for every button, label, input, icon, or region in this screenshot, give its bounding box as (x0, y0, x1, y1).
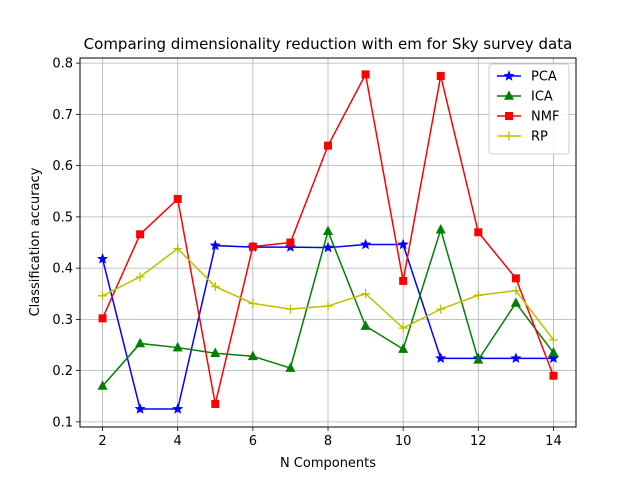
y-tick-label: 0.2 (52, 364, 73, 379)
data-point-ica (172, 341, 183, 352)
data-point-ica (210, 347, 221, 358)
data-point-pca (510, 352, 522, 364)
series-ica (97, 224, 559, 390)
data-point-rp (511, 286, 521, 296)
data-point-rp (361, 289, 371, 299)
data-point-rp (210, 282, 220, 292)
data-point-rp (285, 304, 295, 314)
y-tick-label: 0.5 (52, 210, 73, 225)
y-tick-label: 0.1 (52, 415, 73, 430)
data-point-nmf (98, 314, 107, 323)
y-tick-label: 0.7 (52, 108, 73, 123)
data-point-ica (548, 347, 559, 357)
data-point-ica (435, 224, 446, 234)
data-point-ica (510, 297, 521, 307)
data-point-nmf (436, 71, 445, 80)
legend-label: ICA (531, 90, 553, 105)
data-point-rp (135, 272, 145, 282)
data-point-rp (98, 291, 108, 301)
y-tick-label: 0.3 (52, 313, 73, 328)
data-point-rp (248, 298, 258, 308)
x-tick-label: 12 (470, 434, 487, 449)
legend-item-nmf: NMF (497, 110, 559, 125)
data-point-pca (97, 253, 109, 264)
data-point-rp (548, 335, 558, 345)
data-point-pca (172, 403, 184, 414)
ticks: 2 4 6 8 10 12 14 0.1 0.2 0.3 0.4 0.5 0.6 0.7 0.8 (52, 57, 561, 449)
data-point-nmf (324, 141, 332, 150)
data-point-pca (547, 352, 559, 364)
data-point-nmf (248, 242, 257, 251)
data-point-nmf (211, 399, 220, 408)
y-tick-label: 0.6 (52, 159, 73, 174)
series-layer (97, 70, 559, 414)
data-point-rp (398, 323, 408, 333)
y-tick-label: 0.4 (52, 262, 73, 277)
y-axis-title: Classification accuracy (28, 167, 43, 316)
legend-item-pca: PCA (497, 70, 557, 85)
x-tick-label: 2 (98, 434, 106, 449)
legend: PCA ICA NMF RP (488, 63, 570, 155)
data-point-nmf (511, 274, 520, 283)
data-point-nmf (136, 230, 145, 239)
data-point-rp (473, 290, 483, 300)
data-point-rp (436, 304, 446, 314)
chart-title: Comparing dimensionality reduction with … (84, 35, 573, 53)
data-point-nmf (474, 228, 483, 237)
legend-marker (504, 90, 514, 100)
series-rp (98, 244, 558, 345)
legend-label: NMF (531, 110, 559, 125)
data-point-pca (397, 238, 409, 250)
series-nmf (98, 70, 558, 408)
data-point-ica (398, 343, 409, 353)
data-point-pca (435, 352, 447, 364)
data-point-ica (323, 225, 333, 236)
x-axis-title: N Components (280, 456, 376, 471)
data-point-nmf (549, 371, 558, 380)
legend-item-rp: RP (497, 130, 548, 145)
data-point-pca (209, 239, 221, 251)
legend-marker (505, 112, 513, 120)
legend-label: RP (531, 130, 548, 145)
data-point-pca (134, 403, 146, 414)
data-point-ica (473, 354, 484, 364)
x-tick-label: 10 (395, 434, 412, 449)
data-point-ica (135, 337, 146, 348)
x-tick-label: 4 (174, 434, 182, 449)
x-tick-label: 6 (249, 434, 257, 449)
data-point-nmf (286, 238, 295, 247)
data-point-nmf (399, 276, 408, 285)
x-tick-label: 8 (324, 434, 332, 449)
legend-item-ica: ICA (497, 90, 553, 105)
legend-marker (504, 131, 514, 141)
grid (80, 58, 576, 427)
data-point-ica (97, 380, 108, 390)
legend-marker (503, 70, 515, 81)
data-point-ica (360, 320, 371, 330)
data-point-rp (173, 244, 183, 254)
data-point-ica (285, 362, 296, 372)
data-point-pca (360, 238, 372, 250)
y-tick-label: 0.8 (52, 57, 73, 72)
x-tick-label: 14 (545, 434, 562, 449)
data-point-nmf (173, 194, 182, 203)
legend-label: PCA (531, 70, 557, 85)
data-point-rp (323, 301, 333, 311)
data-point-ica (247, 350, 258, 361)
data-point-nmf (361, 70, 370, 79)
